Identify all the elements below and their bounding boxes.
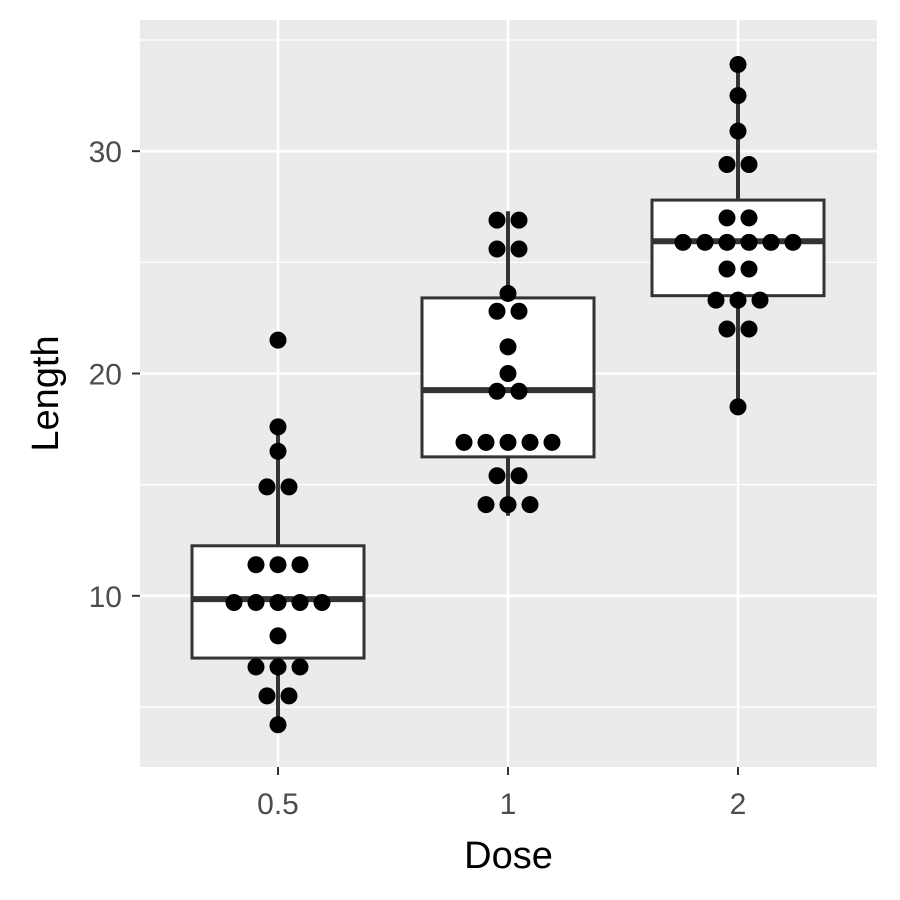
data-point — [510, 467, 528, 485]
data-point — [269, 331, 287, 349]
data-point — [740, 209, 758, 227]
data-point — [313, 593, 331, 611]
data-point — [488, 302, 506, 320]
data-point — [718, 156, 736, 174]
data-point — [247, 658, 265, 676]
data-point — [280, 478, 298, 496]
data-point — [247, 593, 265, 611]
data-point — [291, 593, 309, 611]
data-point — [740, 156, 758, 174]
data-point — [477, 496, 495, 514]
data-point — [258, 478, 276, 496]
data-point — [269, 442, 287, 460]
data-point — [718, 320, 736, 338]
x-tick-label: 2 — [730, 788, 747, 821]
data-point — [740, 233, 758, 251]
data-point — [510, 211, 528, 229]
data-point — [521, 433, 539, 451]
data-point — [499, 496, 517, 514]
data-point — [784, 233, 802, 251]
dot-group — [225, 55, 802, 734]
y-axis-title: Length — [25, 335, 67, 451]
data-point — [499, 433, 517, 451]
data-point — [269, 418, 287, 436]
data-point — [269, 593, 287, 611]
data-point — [247, 556, 265, 574]
data-point — [762, 233, 780, 251]
data-point — [488, 211, 506, 229]
data-point — [729, 291, 747, 309]
data-point — [729, 87, 747, 105]
y-axis: 10 20 30 — [89, 136, 140, 614]
y-tick-label: 20 — [89, 358, 122, 391]
data-point — [740, 260, 758, 278]
data-point — [499, 364, 517, 382]
data-point — [269, 627, 287, 645]
data-point — [510, 240, 528, 258]
data-point — [740, 320, 758, 338]
data-point — [258, 687, 276, 705]
y-tick-label: 30 — [89, 136, 122, 169]
data-point — [280, 687, 298, 705]
data-point — [510, 302, 528, 320]
x-tick-label: 0.5 — [257, 788, 299, 821]
data-point — [674, 233, 692, 251]
data-point — [488, 382, 506, 400]
data-point — [269, 658, 287, 676]
data-point — [707, 291, 725, 309]
data-point — [718, 209, 736, 227]
data-point — [510, 382, 528, 400]
data-point — [291, 658, 309, 676]
data-point — [718, 233, 736, 251]
data-point — [499, 284, 517, 302]
data-point — [729, 122, 747, 140]
data-point — [269, 556, 287, 574]
data-point — [291, 556, 309, 574]
data-point — [488, 467, 506, 485]
x-axis-title: Dose — [464, 835, 553, 877]
x-axis: 0.5 1 2 — [257, 767, 746, 821]
y-tick-label: 10 — [89, 581, 122, 614]
data-point — [269, 716, 287, 734]
data-point — [455, 433, 473, 451]
data-point — [521, 496, 539, 514]
data-point — [477, 433, 495, 451]
data-point — [718, 260, 736, 278]
data-point — [225, 593, 243, 611]
data-point — [543, 433, 561, 451]
data-point — [696, 233, 714, 251]
x-tick-label: 1 — [500, 788, 517, 821]
data-point — [729, 55, 747, 73]
data-point — [488, 240, 506, 258]
data-point — [499, 338, 517, 356]
data-point — [729, 398, 747, 416]
data-point — [751, 291, 769, 309]
